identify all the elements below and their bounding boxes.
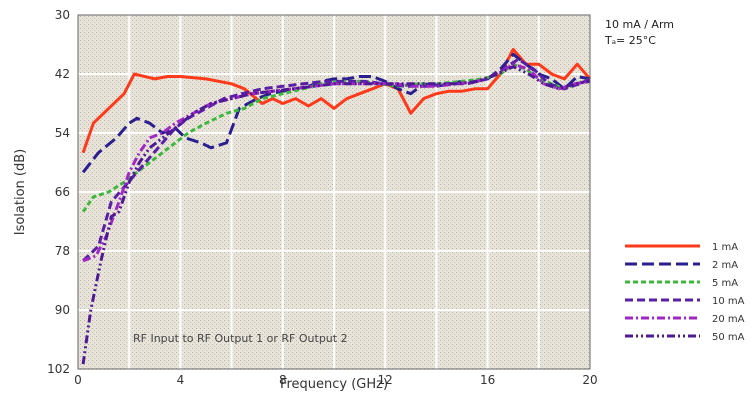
condition-current: 10 mA / Arm	[605, 18, 674, 31]
x-tick-label: 4	[177, 373, 185, 387]
legend-label: 1 mA	[712, 242, 738, 253]
y-tick-label: 78	[55, 244, 70, 258]
legend-label: 50 mA	[712, 332, 745, 343]
legend-label: 5 mA	[712, 278, 738, 289]
x-tick-label: 16	[480, 373, 495, 387]
series-line-1	[81, 47, 592, 154]
y-tick-label: 90	[55, 303, 70, 317]
series-line-4	[82, 57, 591, 262]
x-tick-label: 12	[378, 373, 393, 387]
x-tick-label: 0	[74, 373, 82, 387]
y-axis-title: Isolation (dB)	[13, 149, 28, 236]
y-tick-label: 66	[55, 185, 70, 199]
series-line-2	[81, 52, 591, 174]
x-axis-title: Frequency (GHz)	[280, 377, 388, 392]
series-line-6	[81, 65, 591, 365]
plot-area-border	[77, 14, 591, 370]
series-line-5	[82, 62, 591, 263]
x-tick-label: 20	[582, 373, 597, 387]
condition-temperature: Tₐ= 25°C	[604, 34, 656, 47]
legend-label: 10 mA	[712, 296, 745, 307]
y-tick-label: 54	[55, 126, 70, 140]
y-tick-label: 102	[47, 362, 70, 376]
y-tick-label: 42	[55, 67, 70, 81]
y-tick-labels: 30 42 54 66 78 90 102	[47, 8, 70, 376]
legend: 1 mA 2 mA 5 mA 10 mA 20 mA 50 mA	[625, 242, 745, 343]
y-tick-label: 30	[55, 8, 70, 22]
x-tick-labels: 0 4 8 12 16 20	[74, 373, 597, 387]
x-tick-label: 8	[279, 373, 287, 387]
legend-label: 2 mA	[712, 260, 738, 271]
plot-annotation: RF Input to RF Output 1 or RF Output 2	[133, 332, 348, 345]
series-lines	[81, 47, 592, 365]
legend-label: 20 mA	[712, 314, 745, 325]
